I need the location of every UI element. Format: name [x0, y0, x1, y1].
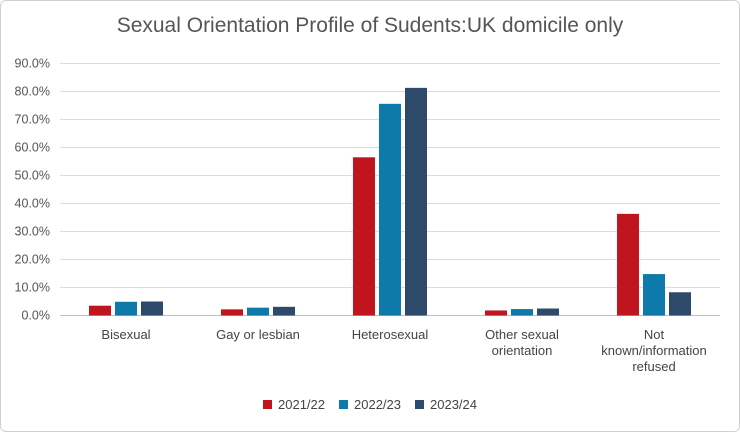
y-tick-label: 0.0%: [22, 309, 51, 323]
legend-item: 2023/24: [415, 397, 477, 412]
legend-swatch: [415, 400, 424, 409]
x-tick-label: known/information: [601, 343, 707, 358]
y-tick-label: 70.0%: [15, 113, 50, 127]
x-tick-label: Bisexual: [101, 327, 150, 342]
legend-label: 2023/24: [430, 397, 477, 412]
bar-2023-24-2: [405, 87, 427, 316]
x-tick-label: Heterosexual: [352, 327, 429, 342]
bar-2021-22-1: [221, 309, 243, 316]
legend-item: 2022/23: [339, 397, 401, 412]
x-tick-label: refused: [632, 359, 675, 374]
x-tick-label: Gay or lesbian: [216, 327, 300, 342]
chart-legend: 2021/22 2022/23 2023/24: [0, 397, 740, 412]
x-tick-label: Not: [644, 327, 665, 342]
bar-2023-24-4: [669, 292, 691, 316]
legend-swatch: [263, 400, 272, 409]
bar-2022-23-3: [511, 309, 533, 316]
bar-2021-22-0: [89, 305, 111, 316]
bar-2022-23-1: [247, 307, 269, 316]
legend-swatch: [339, 400, 348, 409]
bar-2023-24-1: [273, 306, 295, 316]
legend-label: 2022/23: [354, 397, 401, 412]
bar-2023-24-0: [141, 301, 163, 316]
x-tick-label: orientation: [492, 343, 553, 358]
y-tick-label: 10.0%: [15, 281, 50, 295]
y-tick-label: 50.0%: [15, 169, 50, 183]
chart-title: Sexual Orientation Profile of Sudents:UK…: [116, 14, 624, 37]
bar-2022-23-4: [643, 274, 665, 316]
bar-2022-23-2: [379, 103, 401, 316]
y-tick-label: 90.0%: [15, 57, 50, 71]
legend-item: 2021/22: [263, 397, 325, 412]
bar-2021-22-4: [617, 213, 639, 316]
y-tick-label: 30.0%: [15, 225, 50, 239]
bar-2021-22-3: [485, 310, 507, 316]
bar-2023-24-3: [537, 308, 559, 316]
y-tick-label: 60.0%: [15, 141, 50, 155]
bar-2022-23-0: [115, 301, 137, 316]
y-tick-label: 40.0%: [15, 197, 50, 211]
x-tick-label: Other sexual: [485, 327, 559, 342]
legend-label: 2021/22: [278, 397, 325, 412]
y-tick-label: 80.0%: [15, 85, 50, 99]
y-tick-label: 20.0%: [15, 253, 50, 267]
bar-2021-22-2: [353, 157, 375, 316]
